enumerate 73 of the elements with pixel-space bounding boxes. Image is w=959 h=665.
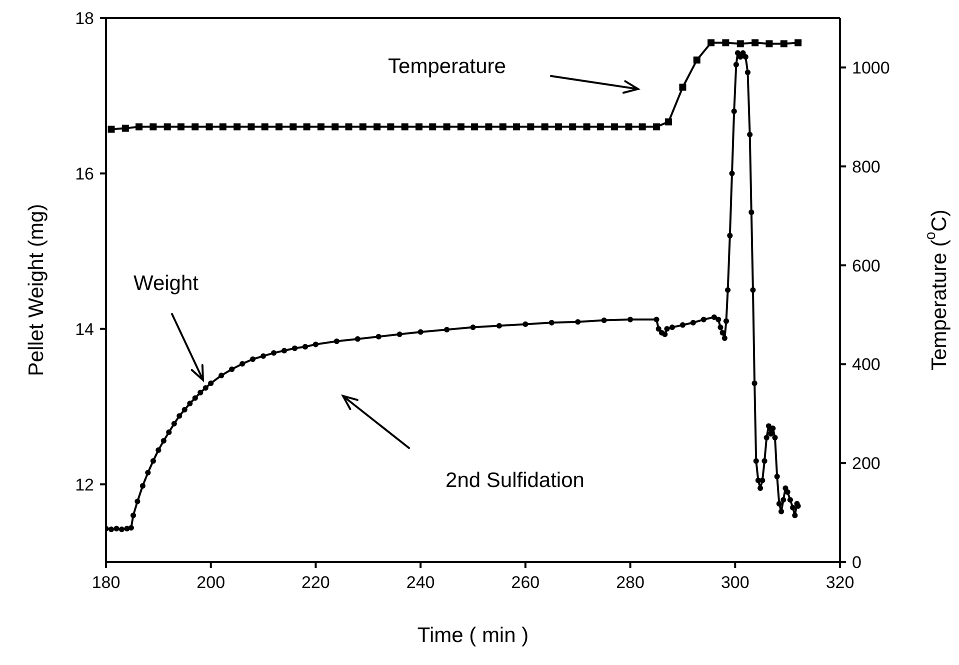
y2-tick-label: 1000 bbox=[852, 58, 890, 78]
point bbox=[513, 123, 520, 130]
x-tick-label: 320 bbox=[826, 573, 854, 592]
point bbox=[429, 123, 436, 130]
point bbox=[359, 123, 366, 130]
y2-tick-label: 400 bbox=[852, 355, 880, 374]
y-tick-label: 12 bbox=[75, 475, 94, 494]
y-axis-title: Pellet Weight (mg) bbox=[24, 204, 48, 376]
point bbox=[665, 118, 672, 126]
point bbox=[638, 123, 646, 130]
y-tick-label: 18 bbox=[75, 9, 94, 28]
x-tick-label: 280 bbox=[616, 573, 644, 592]
point bbox=[766, 40, 773, 48]
point bbox=[596, 123, 604, 130]
point bbox=[150, 123, 157, 130]
point bbox=[332, 123, 339, 130]
point bbox=[583, 123, 590, 130]
point bbox=[708, 39, 715, 46]
point bbox=[541, 123, 548, 130]
point bbox=[374, 123, 381, 130]
point bbox=[206, 123, 213, 130]
point bbox=[177, 123, 184, 130]
point bbox=[401, 123, 408, 130]
point bbox=[736, 40, 744, 48]
point bbox=[303, 123, 310, 130]
point bbox=[290, 123, 297, 130]
annotation: Weight bbox=[134, 272, 199, 295]
point bbox=[569, 123, 576, 130]
annotation: 2nd Sulfidation bbox=[446, 469, 584, 492]
point bbox=[164, 123, 171, 130]
point bbox=[122, 124, 129, 132]
annotation: Temperature bbox=[388, 55, 506, 78]
point bbox=[625, 123, 632, 130]
x-tick-label: 180 bbox=[92, 573, 120, 592]
point bbox=[679, 84, 686, 91]
y2-tick-label: 600 bbox=[852, 256, 880, 276]
point bbox=[416, 123, 422, 130]
point bbox=[780, 40, 788, 48]
point bbox=[693, 56, 700, 64]
point bbox=[471, 123, 478, 130]
point bbox=[499, 123, 506, 130]
point bbox=[653, 123, 660, 130]
point bbox=[261, 123, 268, 130]
point bbox=[317, 123, 324, 130]
point bbox=[485, 123, 492, 130]
point bbox=[794, 39, 802, 46]
point bbox=[219, 123, 226, 130]
x-tick-label: 200 bbox=[196, 573, 226, 592]
point bbox=[554, 123, 562, 130]
point bbox=[457, 123, 464, 130]
point bbox=[234, 123, 241, 130]
x-tick-label: 240 bbox=[406, 573, 435, 592]
point bbox=[722, 39, 730, 46]
x-tick-label: 300 bbox=[720, 573, 750, 592]
y-tick-label: 14 bbox=[75, 320, 94, 339]
y2-tick-label: 0 bbox=[852, 553, 862, 572]
point bbox=[192, 123, 199, 130]
point bbox=[611, 123, 618, 130]
point bbox=[248, 123, 255, 130]
point bbox=[136, 123, 143, 130]
x-tick-label: 220 bbox=[302, 573, 330, 592]
y2-tick-label: 200 bbox=[852, 454, 880, 474]
x-axis-title: Time ( min ) bbox=[417, 624, 529, 647]
y2-tick-label: 800 bbox=[852, 157, 880, 176]
point bbox=[443, 123, 450, 130]
point bbox=[527, 123, 534, 130]
point bbox=[387, 123, 394, 130]
point bbox=[345, 123, 352, 130]
point bbox=[276, 123, 283, 130]
point bbox=[108, 126, 115, 133]
y-tick-label: 16 bbox=[75, 164, 94, 184]
point bbox=[752, 39, 759, 46]
x-tick-label: 260 bbox=[511, 573, 540, 592]
